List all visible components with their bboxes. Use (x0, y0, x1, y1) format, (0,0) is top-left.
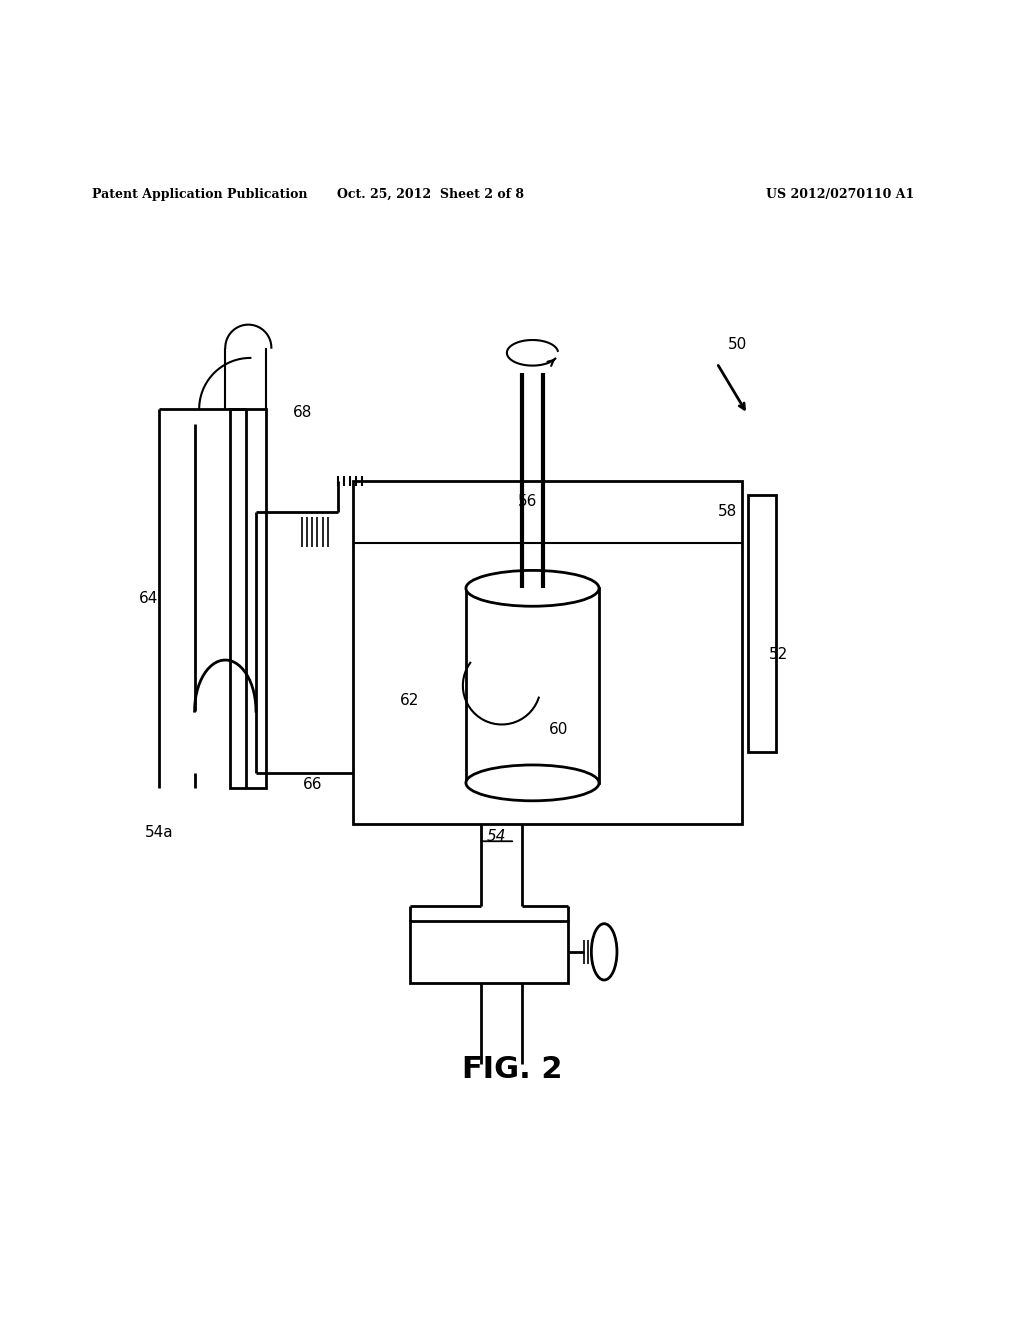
Text: 54a: 54a (144, 825, 173, 840)
Ellipse shape (466, 570, 599, 606)
Text: 68: 68 (293, 405, 311, 420)
Ellipse shape (466, 766, 599, 801)
Text: 62: 62 (400, 693, 419, 709)
FancyBboxPatch shape (410, 921, 568, 982)
FancyBboxPatch shape (748, 495, 776, 752)
Text: 66: 66 (302, 777, 323, 792)
Text: Oct. 25, 2012  Sheet 2 of 8: Oct. 25, 2012 Sheet 2 of 8 (337, 187, 523, 201)
Text: 54: 54 (486, 829, 507, 843)
Text: 50: 50 (728, 337, 746, 352)
Text: 56: 56 (518, 494, 537, 508)
FancyBboxPatch shape (353, 480, 742, 824)
Text: 64: 64 (139, 591, 158, 606)
Text: 60: 60 (549, 722, 567, 737)
FancyBboxPatch shape (466, 589, 599, 783)
FancyBboxPatch shape (230, 409, 266, 788)
Text: US 2012/0270110 A1: US 2012/0270110 A1 (766, 187, 913, 201)
Text: Patent Application Publication: Patent Application Publication (92, 187, 307, 201)
Text: FIG. 2: FIG. 2 (462, 1055, 562, 1084)
Text: 58: 58 (718, 504, 736, 519)
Text: 52: 52 (769, 647, 787, 663)
Ellipse shape (592, 924, 616, 979)
